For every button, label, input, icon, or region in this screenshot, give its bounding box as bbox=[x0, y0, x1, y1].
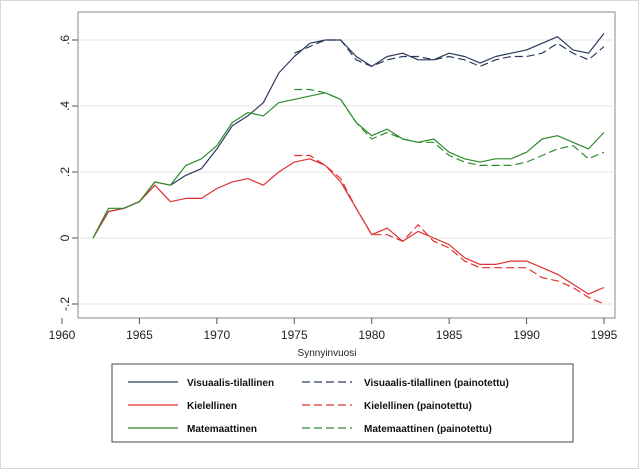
legend-box bbox=[111, 363, 574, 443]
y-tick-label: 0 bbox=[58, 234, 72, 241]
x-tick-label: 1985 bbox=[436, 328, 463, 342]
x-tick-label: 1965 bbox=[126, 328, 153, 342]
legend-label-1: Visuaalis-tilallinen bbox=[187, 378, 274, 389]
grid-lines bbox=[78, 39, 615, 305]
x-axis-label: Synnyinvuosi bbox=[298, 348, 357, 359]
x-tick-label: 1995 bbox=[591, 328, 618, 342]
y-tick-label: .2 bbox=[58, 167, 72, 177]
series-lines bbox=[92, 33, 605, 305]
x-tick-label: 1975 bbox=[281, 328, 308, 342]
legend-label-5: Matemaattinen bbox=[187, 424, 257, 435]
y-tick-label: -.2 bbox=[58, 297, 72, 311]
x-tick-label: 1980 bbox=[358, 328, 385, 342]
legend-label-2: Visuaalis-tilallinen (painotettu) bbox=[364, 378, 509, 389]
x-tick-label: 1960 bbox=[49, 328, 76, 342]
y-tick-label: .4 bbox=[58, 101, 72, 111]
x-tick-label: 1970 bbox=[204, 328, 231, 342]
y-tick-label: .6 bbox=[58, 35, 72, 45]
series-line-4 bbox=[294, 154, 605, 305]
series-line-6 bbox=[294, 88, 605, 166]
legend-label-3: Kielellinen bbox=[187, 401, 237, 412]
series-line-3 bbox=[92, 158, 605, 295]
series-line-1 bbox=[92, 33, 605, 239]
axis-ticks: -.2 0 .2 .4 .6 1960 1965 1970 1975 1980 1985 1990 19… bbox=[49, 35, 618, 342]
legend-label-6: Matemaattinen (painotettu) bbox=[364, 424, 492, 435]
plot-area bbox=[77, 11, 616, 319]
series-line-2 bbox=[294, 39, 605, 68]
x-tick-label: 1990 bbox=[513, 328, 540, 342]
legend-label-4: Kielellinen (painotettu) bbox=[364, 401, 472, 412]
legend: Visuaalis-tilallinen Visuaalis-tilallinen… bbox=[128, 378, 509, 435]
